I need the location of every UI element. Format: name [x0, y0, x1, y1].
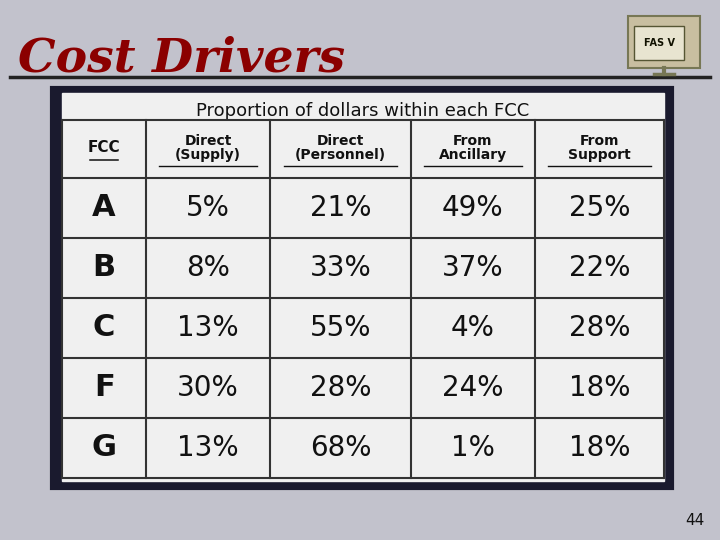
Text: 24%: 24% [442, 374, 503, 402]
Text: 22%: 22% [569, 254, 630, 282]
Text: F: F [94, 374, 114, 402]
Text: (Supply): (Supply) [175, 148, 241, 162]
Text: Direct: Direct [317, 134, 364, 148]
Text: Ancillary: Ancillary [438, 148, 507, 162]
Text: (Personnel): (Personnel) [295, 148, 386, 162]
Text: 25%: 25% [569, 194, 630, 222]
Bar [634, 26, 684, 60]
Text: B: B [93, 253, 116, 282]
Text: 68%: 68% [310, 434, 372, 462]
Text: 55%: 55% [310, 314, 372, 342]
Text: 44: 44 [685, 513, 705, 528]
Text: 18%: 18% [569, 434, 630, 462]
Text: Direct: Direct [184, 134, 232, 148]
Text: 18%: 18% [569, 374, 630, 402]
Text: 4%: 4% [451, 314, 495, 342]
Text: 30%: 30% [177, 374, 239, 402]
Text: A: A [92, 193, 116, 222]
Text: 1%: 1% [451, 434, 495, 462]
Text: 49%: 49% [442, 194, 504, 222]
Text: From: From [580, 134, 619, 148]
Text: 37%: 37% [442, 254, 504, 282]
Text: 13%: 13% [177, 314, 239, 342]
Bar [628, 16, 700, 68]
Text: FAS V: FAS V [644, 38, 675, 48]
Text: 5%: 5% [186, 194, 230, 222]
Text: Support: Support [568, 148, 631, 162]
Text: Proportion of dollars within each FCC: Proportion of dollars within each FCC [197, 102, 530, 120]
Text: 28%: 28% [569, 314, 630, 342]
Bar [52, 88, 672, 488]
Text: 21%: 21% [310, 194, 372, 222]
Text: FCC: FCC [88, 139, 120, 154]
Text: 8%: 8% [186, 254, 230, 282]
Text: Cost Drivers: Cost Drivers [18, 35, 345, 81]
Text: G: G [91, 434, 117, 462]
Text: 33%: 33% [310, 254, 372, 282]
Text: 28%: 28% [310, 374, 372, 402]
Text: 13%: 13% [177, 434, 239, 462]
Text: C: C [93, 314, 115, 342]
Text: From: From [453, 134, 492, 148]
Bar [62, 93, 664, 481]
